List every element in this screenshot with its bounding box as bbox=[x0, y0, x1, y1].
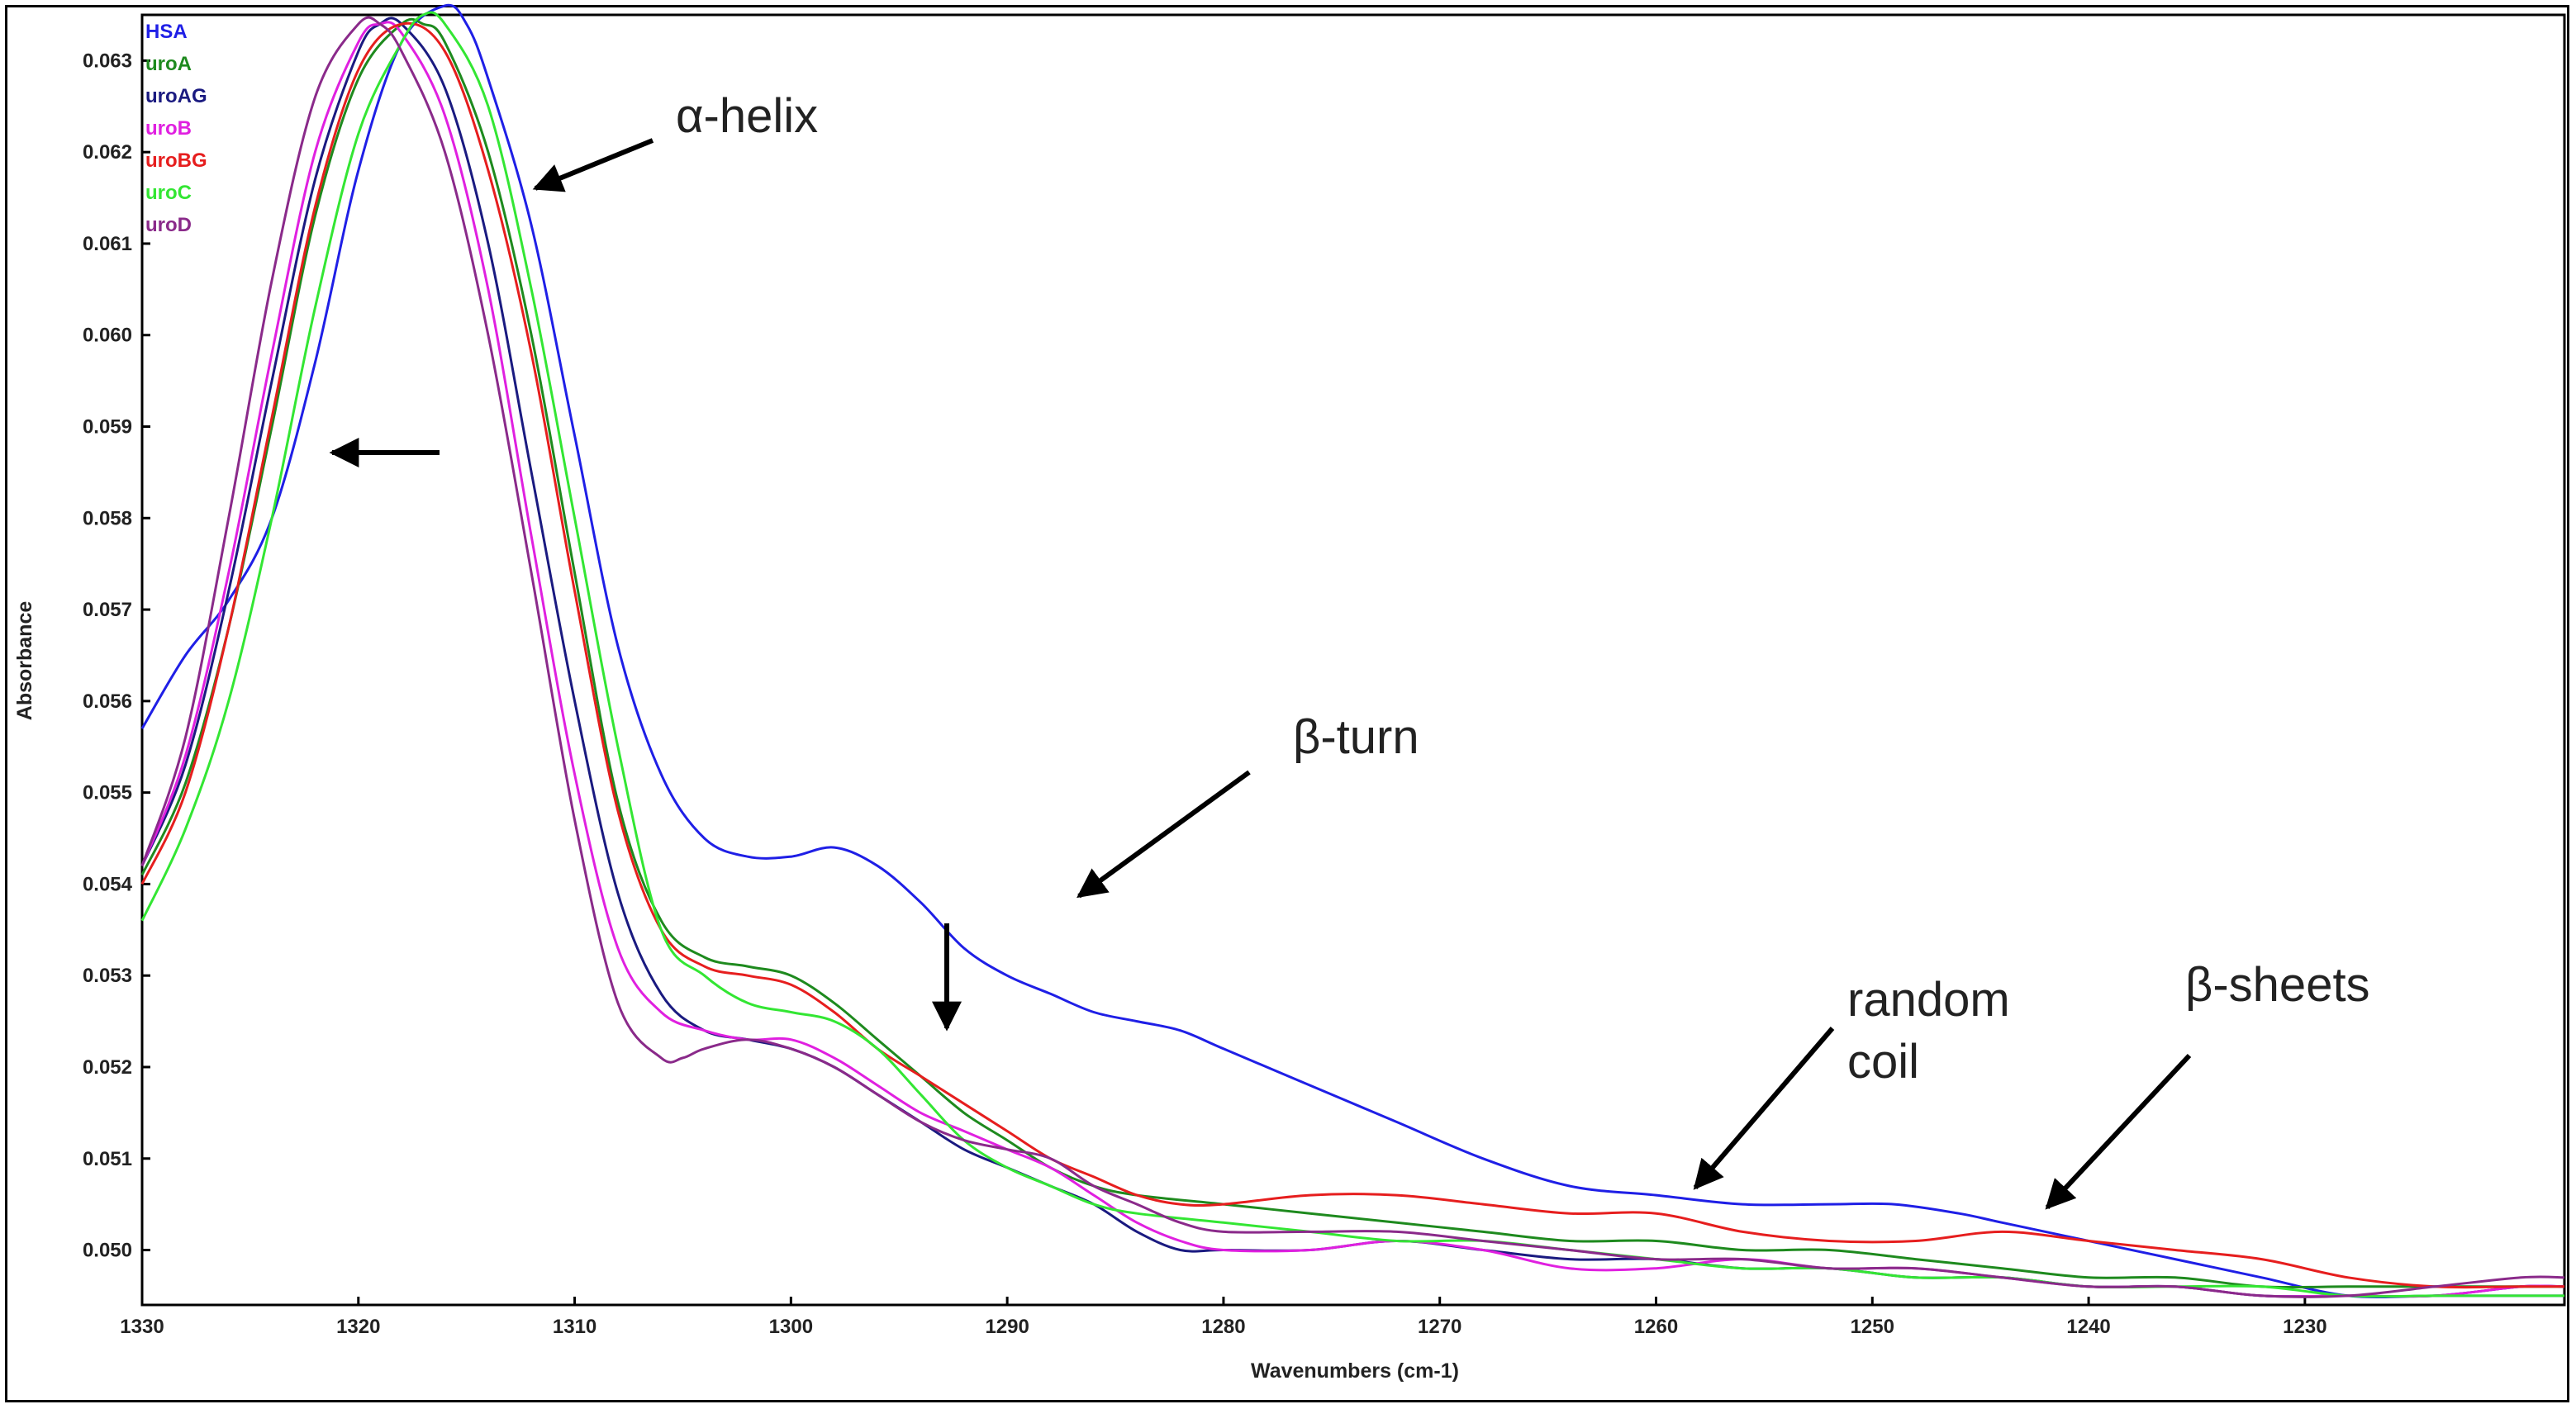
x-tick-label: 1260 bbox=[1634, 1316, 1678, 1338]
y-tick-label: 0.062 bbox=[83, 141, 132, 164]
y-tick-label: 0.057 bbox=[83, 599, 132, 621]
y-tick-label: 0.061 bbox=[83, 233, 132, 255]
x-axis-title: Wavenumbers (cm-1) bbox=[1251, 1359, 1459, 1383]
legend-entry-uroA: uroA bbox=[145, 53, 192, 75]
legend-entry-uroBG: uroBG bbox=[145, 149, 207, 172]
legend-entry-uroAG: uroAG bbox=[145, 85, 207, 107]
plot-area-border bbox=[140, 13, 2566, 1307]
x-tick-label: 1250 bbox=[1851, 1316, 1894, 1338]
y-tick-label: 0.054 bbox=[83, 873, 133, 895]
legend-entry-uroD: uroD bbox=[145, 214, 192, 236]
x-tick-label: 1240 bbox=[2066, 1316, 2110, 1338]
y-tick-label: 0.052 bbox=[83, 1056, 132, 1079]
series-layer bbox=[140, 3, 2565, 1299]
x-tick-label: 1280 bbox=[1201, 1316, 1245, 1338]
figure-frame bbox=[5, 5, 2569, 1402]
arrow-beta-turn bbox=[1077, 770, 1251, 899]
x-tick-label: 1330 bbox=[120, 1316, 164, 1338]
arrow-beta-sheets bbox=[2045, 1053, 2192, 1210]
series-line-HSA bbox=[140, 3, 2564, 1299]
x-tick-label: 1320 bbox=[336, 1316, 380, 1338]
annotation-coil: coil bbox=[1847, 1035, 1919, 1089]
annotation-random: random bbox=[1847, 973, 2010, 1027]
y-tick-label: 0.053 bbox=[83, 965, 132, 987]
x-tick-label: 1310 bbox=[553, 1316, 596, 1338]
series-line-uroA bbox=[140, 17, 2564, 1289]
annotation-alpha-helix: α-helix bbox=[676, 89, 818, 143]
x-tick-label: 1300 bbox=[769, 1316, 813, 1338]
y-tick-label: 0.060 bbox=[83, 325, 132, 347]
y-tick-label: 0.058 bbox=[83, 507, 132, 529]
x-axis-ticks: 1330 1320 1310 1300 1290 1280 1270 1260 1250 1240… bbox=[120, 1297, 2327, 1338]
x-tick-label: 1230 bbox=[2283, 1316, 2326, 1338]
y-tick-label: 0.056 bbox=[83, 690, 132, 713]
series-line-uroBG bbox=[140, 21, 2564, 1289]
legend-entry-uroC: uroC bbox=[145, 182, 192, 204]
y-axis-title: Absorbance bbox=[13, 601, 36, 721]
series-line-uroD bbox=[140, 16, 2565, 1298]
x-tick-label: 1270 bbox=[1418, 1316, 1461, 1338]
y-tick-label: 0.059 bbox=[83, 416, 132, 439]
y-axis-ticks: 0.050 0.051 0.052 0.053 0.054 0.055 0.056 0.057… bbox=[83, 50, 150, 1262]
annotation-beta-turn: β-turn bbox=[1293, 710, 1419, 764]
legend-entry-uroB: uroB bbox=[145, 117, 192, 140]
x-tick-label: 1290 bbox=[985, 1316, 1029, 1338]
y-tick-label: 0.063 bbox=[83, 50, 132, 72]
legend: HSA uroA uroAG uroB uroBG uroC uroD bbox=[145, 21, 207, 236]
y-tick-label: 0.055 bbox=[83, 782, 132, 804]
y-tick-label: 0.050 bbox=[83, 1240, 132, 1262]
legend-entry-HSA: HSA bbox=[145, 21, 188, 43]
arrow-random-coil bbox=[1693, 1027, 1835, 1190]
annotation-beta-sheets: β-sheets bbox=[2185, 958, 2370, 1012]
y-tick-label: 0.051 bbox=[83, 1148, 132, 1170]
arrow-alpha-helix bbox=[532, 138, 654, 192]
